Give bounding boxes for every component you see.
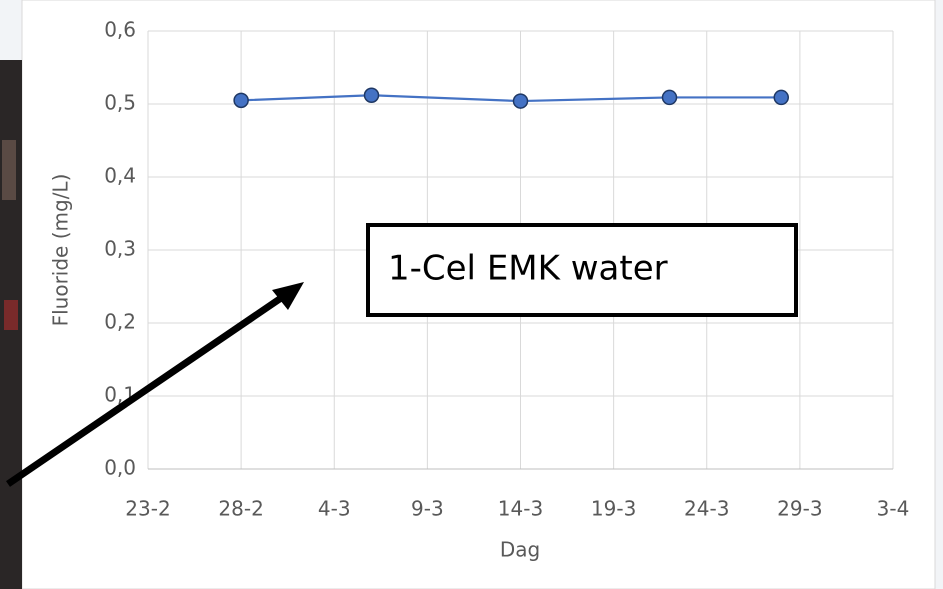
x-tick-label: 3-4 — [877, 497, 910, 521]
photo-detail — [4, 300, 18, 330]
x-tick-label: 24-3 — [684, 497, 729, 521]
y-axis-title: Fluoride (mg/L) — [49, 174, 73, 327]
y-tick-label: 0,4 — [104, 164, 136, 188]
y-tick-label: 0,3 — [104, 237, 136, 261]
data-point — [365, 88, 379, 102]
x-axis-title: Dag — [500, 538, 540, 562]
x-tick-label: 28-2 — [218, 497, 263, 521]
x-tick-label: 4-3 — [318, 497, 351, 521]
y-tick-label: 0,2 — [104, 310, 136, 334]
x-tick-label: 14-3 — [498, 497, 543, 521]
x-tick-label: 9-3 — [411, 497, 444, 521]
data-point — [663, 90, 677, 104]
y-tick-label: 0,0 — [104, 456, 136, 480]
x-tick-label: 19-3 — [591, 497, 636, 521]
y-tick-label: 0,5 — [104, 91, 136, 115]
annotation: 1-Cel EMK water — [388, 249, 668, 289]
x-tick-label: 29-3 — [777, 497, 822, 521]
photo-detail — [2, 140, 16, 200]
data-point — [234, 93, 248, 107]
data-point — [514, 94, 528, 108]
screenshot: 0,00,10,20,30,40,50,623-228-24-39-314-31… — [0, 0, 943, 589]
x-tick-label: 23-2 — [125, 497, 170, 521]
y-tick-label: 0,6 — [104, 18, 136, 42]
data-point — [774, 90, 788, 104]
